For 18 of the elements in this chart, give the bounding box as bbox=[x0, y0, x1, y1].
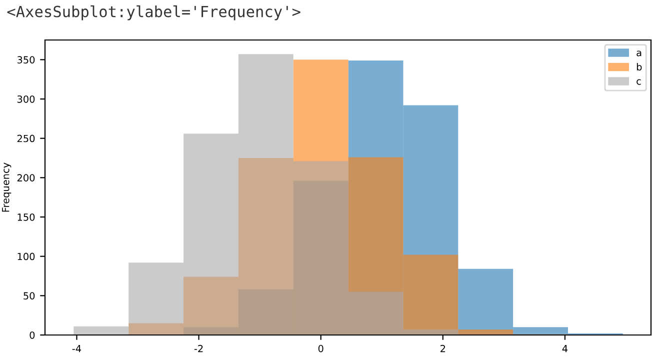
y-tick-label: 350 bbox=[17, 56, 35, 64]
x-tick-label: -2 bbox=[194, 344, 203, 352]
legend-label: a bbox=[636, 50, 642, 56]
y-tick-label: 300 bbox=[17, 95, 35, 103]
legend-label: b bbox=[636, 63, 642, 71]
y-axis-title: Frequency bbox=[2, 162, 12, 212]
y-tick-label: 100 bbox=[18, 252, 35, 260]
x-tick-label: -4 bbox=[72, 345, 82, 352]
y-tick-label: 0 bbox=[30, 331, 35, 339]
y-tick-label: 200 bbox=[17, 174, 35, 182]
legend-label: c bbox=[636, 79, 641, 85]
y-tick-label: 50 bbox=[24, 292, 35, 300]
x-tick-label: 0 bbox=[318, 344, 324, 352]
y-tick-label: 150 bbox=[18, 213, 35, 221]
y-tick-label: 250 bbox=[17, 134, 35, 142]
text: <AxesSubplot:ylabel='Frequency'> bbox=[7, 5, 300, 20]
x-tick-label: 4 bbox=[562, 345, 568, 352]
x-tick-label: 2 bbox=[440, 344, 446, 352]
